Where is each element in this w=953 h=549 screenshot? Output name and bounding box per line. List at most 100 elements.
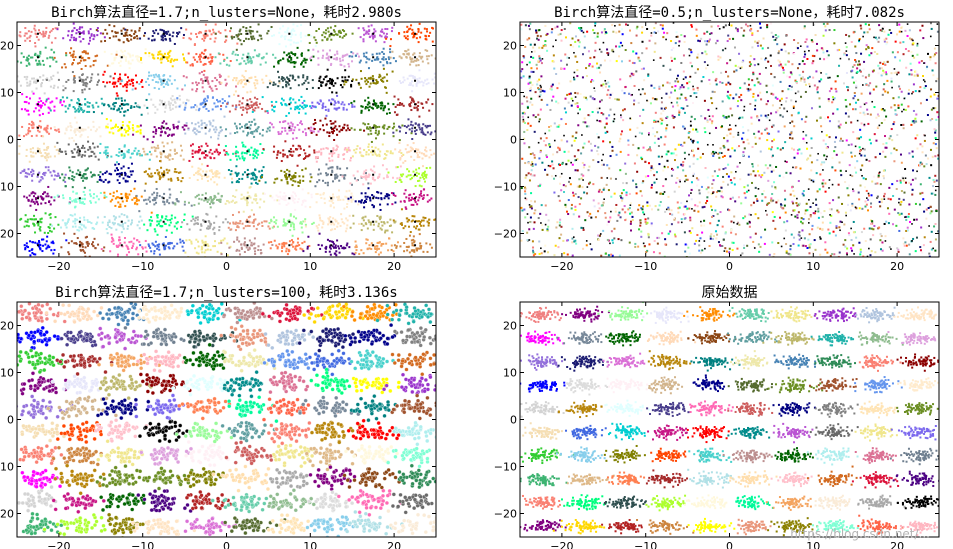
scatter-point: [404, 37, 407, 40]
scatter-point: [382, 242, 385, 245]
scatter-point: [96, 54, 99, 57]
scatter-point: [235, 174, 238, 177]
scatter-point: [64, 222, 67, 225]
scatter-point: [220, 129, 223, 132]
scatter-point: [283, 245, 286, 248]
scatter-point: [297, 76, 300, 79]
scatter-point: [374, 153, 377, 156]
scatter-point: [256, 182, 259, 185]
scatter-point: [382, 80, 385, 83]
scatter-point: [34, 52, 37, 55]
scatter-point: [374, 129, 377, 132]
scatter-point: [381, 143, 384, 146]
scatter-point: [386, 62, 389, 65]
scatter-point: [204, 242, 207, 245]
scatter-point: [292, 137, 295, 140]
centroid: [288, 244, 291, 247]
scatter-point: [379, 150, 382, 153]
scatter-point: [270, 26, 273, 29]
scatter-point: [182, 33, 185, 36]
scatter-point: [290, 223, 293, 226]
scatter-point: [408, 150, 411, 153]
scatter-point: [50, 41, 53, 44]
scatter-point: [527, 82, 530, 85]
scatter-point: [179, 144, 182, 147]
scatter-point: [301, 105, 304, 108]
scatter-point: [104, 152, 107, 155]
scatter-point: [335, 173, 338, 176]
scatter-point: [106, 156, 109, 159]
scatter-point: [254, 194, 257, 197]
scatter-point: [29, 34, 32, 37]
scatter-point: [286, 168, 289, 171]
scatter-point: [65, 239, 68, 242]
scatter-point: [415, 84, 418, 87]
scatter-point: [171, 157, 174, 160]
scatter-point: [209, 148, 212, 151]
scatter-point: [200, 145, 203, 148]
scatter-point: [91, 241, 94, 244]
scatter-point: [75, 200, 78, 203]
scatter-point: [418, 151, 421, 154]
scatter-point: [24, 32, 27, 35]
scatter-point: [127, 148, 130, 151]
scatter-point: [399, 126, 402, 129]
scatter-point: [27, 102, 30, 105]
scatter-point: [153, 252, 156, 255]
scatter-point: [67, 242, 70, 245]
scatter-point: [422, 84, 425, 87]
scatter-point: [756, 77, 759, 80]
scatter-point: [171, 141, 174, 144]
scatter-point: [99, 191, 102, 194]
scatter-point: [104, 28, 107, 31]
scatter-point: [90, 150, 93, 153]
scatter-point: [37, 195, 40, 198]
scatter-point: [73, 75, 76, 78]
scatter-point: [45, 100, 48, 103]
scatter-point: [34, 152, 37, 155]
scatter-point: [413, 240, 416, 243]
scatter-point: [42, 135, 45, 138]
scatter-point: [585, 244, 588, 247]
scatter-point: [164, 235, 167, 238]
scatter-point: [759, 44, 762, 47]
scatter-point: [174, 152, 177, 155]
scatter-point: [371, 34, 374, 37]
scatter-point: [170, 58, 173, 61]
scatter-point: [22, 55, 25, 58]
scatter-point: [650, 183, 653, 186]
scatter-point: [139, 129, 142, 132]
scatter-point: [850, 155, 853, 158]
scatter-point: [332, 122, 335, 125]
scatter-point: [153, 32, 156, 35]
centroid: [372, 244, 375, 247]
scatter-point: [204, 48, 207, 51]
scatter-point: [322, 78, 325, 81]
scatter-point: [417, 64, 420, 67]
scatter-point: [922, 198, 925, 201]
scatter-point: [410, 255, 413, 257]
scatter-point: [422, 250, 425, 253]
scatter-point: [363, 55, 366, 58]
centroid: [36, 103, 39, 106]
scatter-point: [170, 82, 173, 85]
scatter-point: [346, 53, 349, 56]
scatter-point: [331, 171, 334, 174]
scatter-point: [183, 203, 186, 206]
scatter-point: [190, 122, 193, 125]
scatter-point: [324, 181, 327, 184]
scatter-point: [379, 215, 382, 218]
scatter-point: [274, 56, 277, 59]
scatter-point: [419, 244, 422, 247]
scatter-point: [367, 145, 370, 148]
scatter-point: [34, 45, 37, 48]
scatter-point: [75, 192, 78, 195]
scatter-point: [420, 31, 423, 34]
scatter-point: [95, 195, 98, 198]
scatter-point: [23, 170, 26, 173]
scatter-point: [421, 127, 424, 130]
scatter-point: [116, 179, 119, 182]
scatter-point: [45, 98, 48, 101]
scatter-point: [717, 152, 720, 155]
scatter-point: [123, 236, 126, 239]
